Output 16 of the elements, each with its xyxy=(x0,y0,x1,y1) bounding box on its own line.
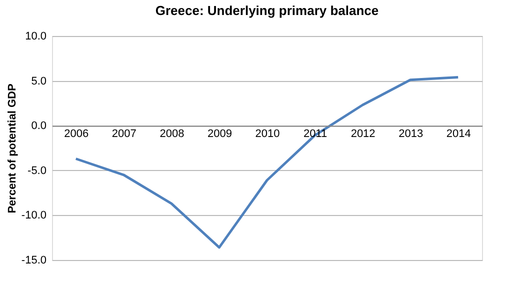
x-tick-label: 2007 xyxy=(112,128,136,140)
y-tick-label: 0.0 xyxy=(31,120,46,132)
x-tick-label: 2010 xyxy=(255,128,280,140)
x-tick-label: 2009 xyxy=(207,128,232,140)
x-tick-label: 2006 xyxy=(64,128,89,140)
y-axis-title: Percent of potential GDP xyxy=(6,84,18,214)
y-tick-label: 10.0 xyxy=(25,30,46,42)
x-tick-label: 2008 xyxy=(160,128,184,140)
y-tick-label: -15.0 xyxy=(21,254,46,266)
y-tick-label: -5.0 xyxy=(28,164,46,177)
y-tick-label: 5.0 xyxy=(31,75,46,88)
chart-title: Greece: Underlying primary balance xyxy=(155,3,379,18)
x-tick-label: 2014 xyxy=(446,128,471,140)
x-tick-label: 2012 xyxy=(350,128,376,140)
x-tick-label: 2013 xyxy=(398,128,424,140)
y-tick-label: -10.0 xyxy=(21,210,46,222)
